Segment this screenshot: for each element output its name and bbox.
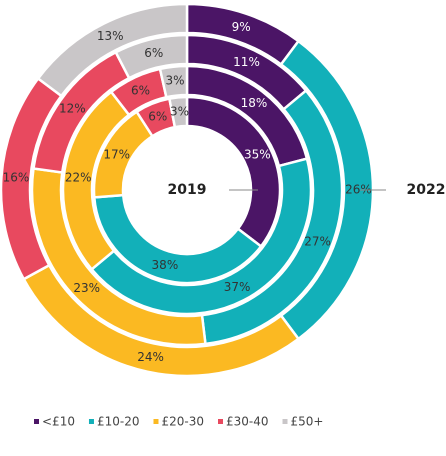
data-label: 3% xyxy=(166,74,185,88)
data-label: 23% xyxy=(73,281,100,295)
donut-segment xyxy=(114,33,189,80)
data-label: 27% xyxy=(304,234,331,248)
data-label: 37% xyxy=(224,280,251,294)
legend-swatch xyxy=(34,419,39,424)
legend-swatch xyxy=(282,419,288,424)
data-label: 13% xyxy=(97,29,124,43)
data-label: 24% xyxy=(137,350,164,364)
data-label: 3% xyxy=(170,104,189,118)
data-label: 26% xyxy=(345,183,372,197)
legend-label: £50+ xyxy=(291,415,324,429)
donut-segment xyxy=(158,64,189,99)
data-label: 6% xyxy=(144,46,163,60)
legend-swatch xyxy=(88,419,94,424)
data-label: 22% xyxy=(65,171,92,185)
legend-label: <£10 xyxy=(42,415,75,429)
data-label: 9% xyxy=(232,20,251,34)
data-label: 12% xyxy=(59,101,86,115)
legend-label: £30-40 xyxy=(226,415,269,429)
data-label: 16% xyxy=(3,170,30,184)
legend-swatch xyxy=(153,419,159,424)
data-label: 18% xyxy=(241,96,268,110)
donut-segment xyxy=(36,2,189,98)
legend-swatch xyxy=(218,419,223,424)
donut-segment xyxy=(89,157,313,316)
legend-label: £10-20 xyxy=(97,415,140,429)
data-label: 38% xyxy=(152,258,179,272)
data-label: 6% xyxy=(131,83,150,97)
data-label: 17% xyxy=(103,148,130,162)
ring-label: 2019 xyxy=(168,182,207,198)
data-label: 6% xyxy=(148,110,167,124)
donut-segment xyxy=(167,95,189,129)
ring-label: 2022 xyxy=(407,182,446,198)
data-label: 35% xyxy=(244,148,271,162)
data-label: 11% xyxy=(233,55,260,69)
legend-label: £20-30 xyxy=(161,415,204,429)
